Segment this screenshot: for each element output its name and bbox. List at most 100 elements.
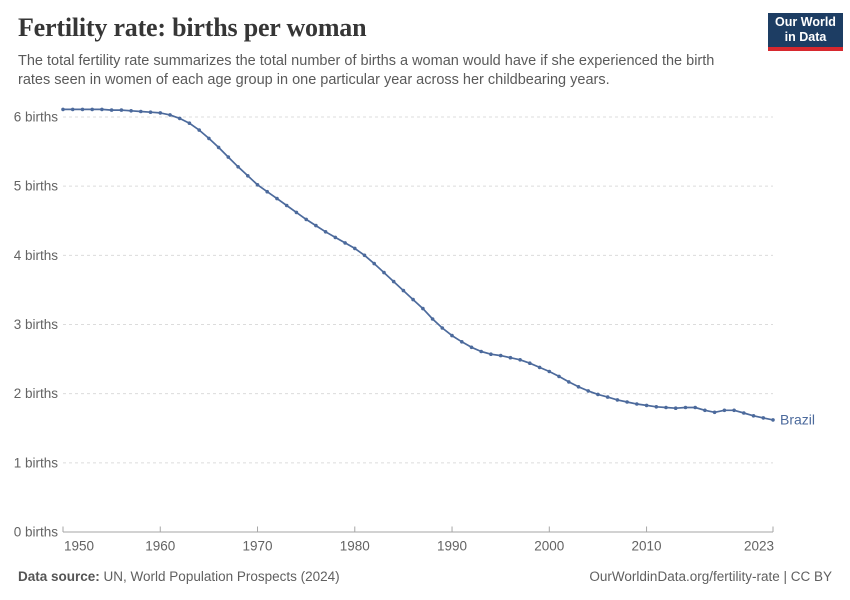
data-point[interactable] bbox=[187, 121, 192, 125]
data-point[interactable] bbox=[625, 400, 629, 404]
data-point[interactable] bbox=[742, 411, 746, 415]
data-source-text: UN, World Population Prospects (2024) bbox=[103, 569, 340, 584]
owid-logo[interactable]: Our World in Data bbox=[768, 13, 843, 51]
data-point[interactable] bbox=[430, 317, 435, 321]
owid-logo-line1: Our World bbox=[775, 15, 836, 29]
data-point[interactable] bbox=[508, 355, 513, 360]
data-source-note: Data source: UN, World Population Prospe… bbox=[18, 569, 340, 584]
data-point[interactable] bbox=[528, 361, 532, 366]
data-point[interactable] bbox=[596, 392, 600, 397]
data-point[interactable] bbox=[635, 402, 639, 406]
entity-label-brazil[interactable]: Brazil bbox=[780, 411, 815, 427]
data-point[interactable] bbox=[197, 128, 201, 132]
data-point[interactable] bbox=[70, 107, 75, 112]
license-link[interactable]: OurWorldinData.org/fertility-rate | CC B… bbox=[589, 569, 832, 584]
data-point[interactable] bbox=[382, 270, 386, 275]
data-point[interactable] bbox=[80, 107, 85, 112]
chart-subtitle: The total fertility rate summarizes the … bbox=[18, 52, 766, 90]
data-point[interactable] bbox=[353, 246, 357, 251]
data-point[interactable] bbox=[615, 398, 620, 402]
data-point[interactable] bbox=[644, 403, 649, 408]
data-point[interactable] bbox=[323, 230, 328, 234]
data-point[interactable] bbox=[129, 109, 133, 113]
data-point[interactable] bbox=[168, 113, 172, 117]
data-point[interactable] bbox=[255, 183, 260, 187]
data-point[interactable] bbox=[722, 408, 727, 413]
x-axis-tick-label: 1950 bbox=[64, 539, 94, 554]
data-point[interactable] bbox=[294, 210, 299, 215]
data-point[interactable] bbox=[693, 405, 697, 410]
fertility-line-chart[interactable]: 0 births 1 births 2 births 3 births 4 births… bbox=[0, 0, 850, 560]
data-point[interactable] bbox=[148, 110, 153, 114]
data-point[interactable] bbox=[421, 306, 425, 311]
y-axis-tick-label: 5 births bbox=[14, 179, 59, 194]
data-point[interactable] bbox=[547, 369, 552, 374]
data-point[interactable] bbox=[469, 345, 474, 350]
data-point[interactable] bbox=[333, 235, 338, 240]
data-point[interactable] bbox=[440, 326, 445, 330]
data-point[interactable] bbox=[177, 116, 182, 121]
data-point[interactable] bbox=[460, 340, 464, 344]
data-point[interactable] bbox=[109, 108, 114, 112]
data-point[interactable] bbox=[605, 395, 610, 399]
x-axis-tick-label: 1970 bbox=[242, 539, 272, 554]
data-point[interactable] bbox=[567, 380, 571, 384]
data-point[interactable] bbox=[703, 408, 707, 413]
data-point[interactable] bbox=[761, 416, 766, 420]
data-point[interactable] bbox=[246, 174, 250, 178]
data-point[interactable] bbox=[411, 297, 415, 302]
data-point[interactable] bbox=[557, 374, 561, 379]
chart-footer: Data source: UN, World Population Prospe… bbox=[18, 569, 832, 584]
data-point[interactable] bbox=[90, 107, 94, 112]
data-point[interactable] bbox=[158, 111, 163, 115]
data-point[interactable] bbox=[450, 333, 454, 338]
data-point[interactable] bbox=[712, 410, 717, 415]
data-point[interactable] bbox=[216, 145, 221, 150]
data-point[interactable] bbox=[576, 385, 581, 389]
data-point[interactable] bbox=[314, 223, 318, 228]
data-point[interactable] bbox=[586, 389, 590, 393]
data-point[interactable] bbox=[343, 241, 347, 245]
data-point[interactable] bbox=[732, 408, 736, 413]
data-point[interactable] bbox=[683, 405, 688, 410]
data-point[interactable] bbox=[518, 358, 522, 362]
subtitle-line1: The total fertility rate summarizes the … bbox=[18, 53, 715, 69]
data-point[interactable] bbox=[226, 155, 231, 159]
data-point[interactable] bbox=[489, 352, 493, 357]
x-axis-tick-label: 1960 bbox=[145, 539, 175, 554]
data-point[interactable] bbox=[771, 418, 775, 422]
y-axis-tick-label: 1 births bbox=[14, 455, 59, 470]
y-axis-tick-label: 4 births bbox=[14, 248, 59, 263]
data-point[interactable] bbox=[139, 109, 143, 114]
y-axis-tick-label: 6 births bbox=[14, 110, 59, 125]
x-axis-tick-label: 1990 bbox=[437, 539, 467, 554]
data-point[interactable] bbox=[284, 203, 289, 208]
data-point[interactable] bbox=[751, 414, 756, 418]
data-point[interactable] bbox=[537, 365, 542, 370]
data-point[interactable] bbox=[100, 107, 104, 112]
owid-logo-line2: in Data bbox=[784, 30, 827, 44]
trend-line[interactable] bbox=[62, 108, 774, 421]
data-point[interactable] bbox=[236, 165, 240, 169]
data-point[interactable] bbox=[664, 405, 668, 410]
data-point[interactable] bbox=[61, 107, 65, 112]
data-point[interactable] bbox=[479, 349, 484, 354]
data-source-label: Data source: bbox=[18, 569, 100, 584]
data-point[interactable] bbox=[372, 261, 377, 266]
x-axis-tick-label: 2023 bbox=[744, 539, 774, 554]
data-point[interactable] bbox=[207, 136, 211, 141]
data-point[interactable] bbox=[119, 108, 124, 112]
data-point[interactable] bbox=[304, 217, 309, 222]
data-point[interactable] bbox=[265, 189, 270, 194]
x-axis-tick-label: 2000 bbox=[534, 539, 564, 554]
data-point[interactable] bbox=[498, 353, 503, 358]
data-point[interactable] bbox=[275, 196, 279, 201]
data-point[interactable] bbox=[391, 279, 396, 284]
y-axis-tick-label: 2 births bbox=[14, 386, 59, 401]
data-point[interactable] bbox=[362, 253, 367, 258]
data-point[interactable] bbox=[673, 406, 678, 411]
series-brazil[interactable] bbox=[61, 107, 775, 422]
data-point[interactable] bbox=[654, 405, 659, 409]
data-point[interactable] bbox=[401, 288, 406, 293]
